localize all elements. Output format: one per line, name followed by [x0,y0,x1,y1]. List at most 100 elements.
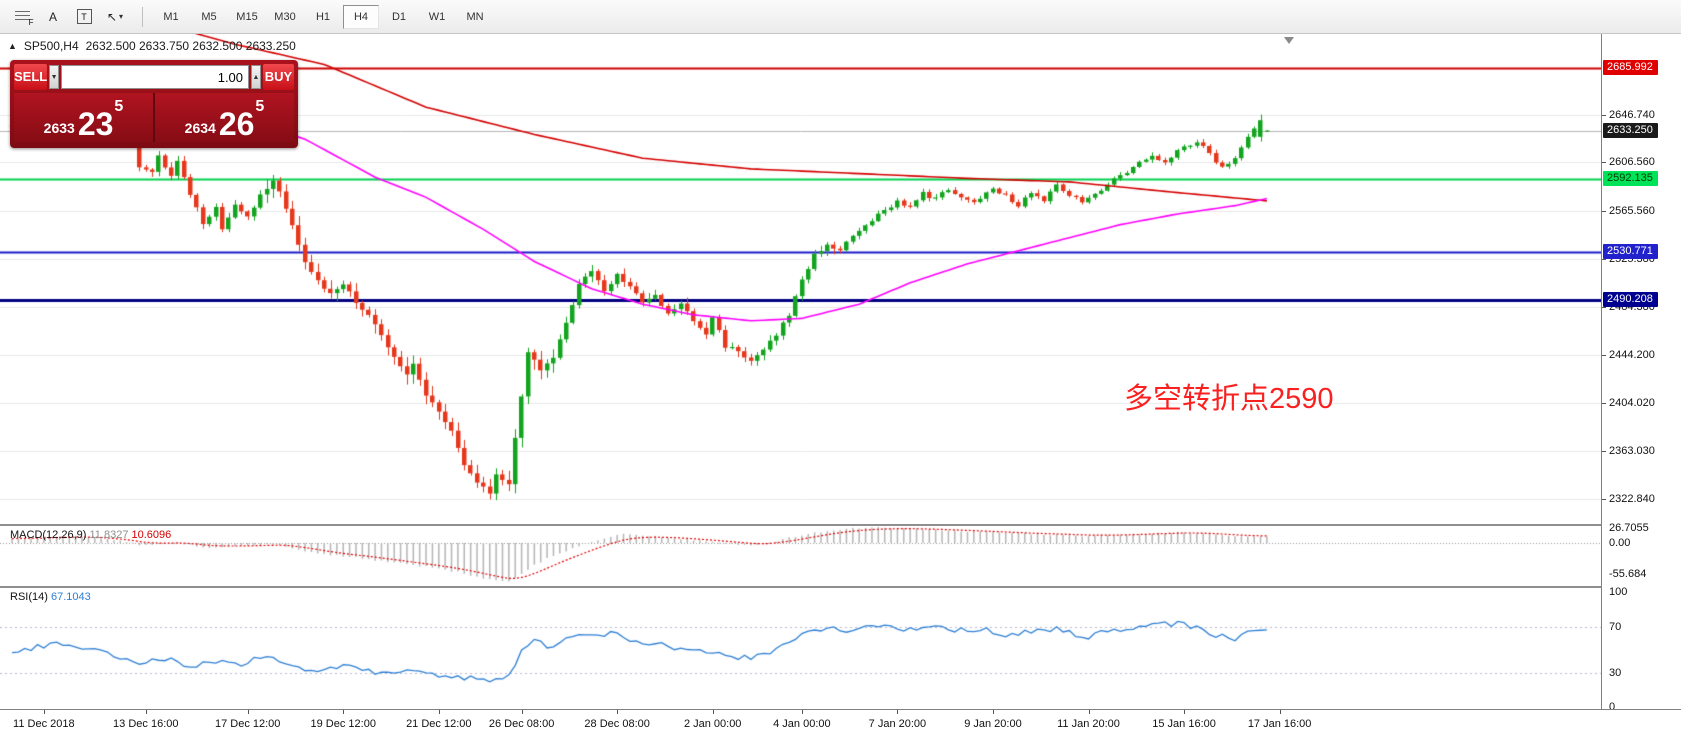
date-tick-mark [1280,710,1281,714]
price-tick-label: 2646.740 [1609,108,1655,121]
timeframe-m30[interactable]: M30 [274,10,296,23]
volume-increase-button[interactable]: ▲ [251,65,261,89]
price-tick-mark [1602,211,1606,212]
rsi-axis-label: 0 [1609,701,1616,713]
price-tick-mark [1602,259,1606,260]
rsi-pane-splitter[interactable] [0,586,1681,588]
date-label: 2 Jan 00:00 [683,718,742,730]
price-tick-mark [1602,403,1606,404]
rsi-indicator-label: RSI(14) 67.1043 [10,591,91,603]
sell-price-display[interactable]: 2633 23 5 [14,93,153,142]
date-label: 7 Jan 20:00 [868,718,927,730]
date-tick-mark [522,710,523,714]
date-tick-mark [993,710,994,714]
buy-price-prefix: 2634 [184,120,216,136]
volume-decrease-button[interactable]: ▼ [49,65,60,89]
trade-panel-controls: SELL ▼ ▲ BUY [14,64,294,90]
timeframe-m1[interactable]: M1 [163,10,179,23]
rsi-name: RSI(14) [10,591,48,603]
macd-axis-label: 0.00 [1609,537,1631,549]
time-axis[interactable]: 11 Dec 2018 13 Dec 16:00 17 Dec 12:00 19 De… [0,709,1681,734]
timeframe-group: M1 M5 M15 M30 H1 H4 D1 W1 MN [153,4,495,29]
arrows-tool-icon: ↖ [106,9,118,24]
toolbar: F A T ↖ ▾ M1 M5 M15 M30 H1 H4 D1 W1 MN [0,0,1681,34]
date-tick-mark [1089,710,1090,714]
date-tick-mark [802,710,803,714]
chart-ohlc: 2632.500 2633.750 2632.500 2633.250 [85,39,296,53]
macd-indicator-canvas[interactable] [0,526,1601,586]
date-tick-mark [897,710,898,714]
timeframe-m5[interactable]: M5 [201,10,217,23]
date-label: 19 Dec 12:00 [310,718,376,730]
buy-price-display[interactable]: 2634 26 5 [155,93,294,142]
date-label: 26 Dec 08:00 [488,718,555,730]
timeframe-m15[interactable]: M15 [236,10,258,23]
date-label: 4 Jan 00:00 [773,718,831,730]
sell-price-big: 23 [77,106,114,142]
price-tick-mark [1602,162,1606,163]
date-tick-mark [343,710,344,714]
one-click-collapse-icon[interactable]: ▲ [8,41,17,51]
price-tick-mark [1602,307,1606,308]
sell-button[interactable]: SELL [14,64,48,90]
text-tool-button[interactable]: T [70,4,98,30]
macd-pane-splitter[interactable] [0,524,1681,526]
price-tick-label: 2444.200 [1609,348,1655,361]
rsi-value: 67.1043 [50,591,91,603]
one-click-trading-panel: SELL ▼ ▲ BUY 2633 23 5 2634 26 5 [10,60,298,148]
price-tick-label: 2404.020 [1609,396,1655,409]
macd-axis-label: 26.7055 [1609,522,1649,535]
timeframe-mn[interactable]: MN [466,10,484,23]
price-badge: 2490.208 [1603,292,1658,308]
rsi-indicator-canvas[interactable] [0,588,1601,708]
fibonacci-tool-button[interactable]: F [8,4,36,30]
fibonacci-tool-icon: F [14,10,34,27]
price-tick-mark [1602,451,1606,452]
price-badge: 2685.992 [1603,59,1658,75]
price-tick-label: 2363.030 [1609,445,1655,458]
macd-indicator-label: MACD(12,26,9) 11.8327 10.6096 [10,529,171,541]
line-tools-group: F A T ↖ ▾ [8,4,132,30]
date-label: 21 Dec 12:00 [406,718,472,730]
date-tick-mark [439,710,440,714]
price-tick-mark [1602,499,1606,500]
macd-axis-label: -55.684 [1609,568,1647,581]
text-tool-icon: T [76,9,92,24]
price-axis[interactable]: 2646.7402606.5602565.5602525.3802484.380… [1601,34,1681,713]
rsi-axis-label: 100 [1609,586,1628,598]
date-label: 9 Jan 20:00 [964,718,1022,730]
price-badge: 2530.771 [1603,244,1658,260]
chart-window[interactable]: ▲ SP500,H4 2632.500 2633.750 2632.500 26… [0,34,1681,734]
toolbar-separator [142,6,143,27]
sell-price-prefix: 2633 [43,120,75,136]
chart-shift-marker-icon[interactable] [1284,37,1294,44]
price-tick-label: 2322.840 [1609,492,1655,505]
price-tick-mark [1602,115,1606,116]
price-tick-label: 2606.560 [1609,156,1655,169]
date-label: 17 Jan 16:00 [1247,718,1312,730]
date-tick-mark [713,710,714,714]
timeframe-h4[interactable]: H4 [343,4,379,29]
trade-panel-prices: 2633 23 5 2634 26 5 [14,93,294,142]
date-tick-mark [44,710,45,714]
date-label: 13 Dec 16:00 [113,718,179,730]
rsi-axis-label: 30 [1609,666,1622,679]
text-label-tool-icon: A [48,9,57,24]
arrows-tool-button[interactable]: ↖ ▾ [101,4,129,30]
macd-signal-value: 10.6096 [131,529,172,541]
date-label: 15 Jan 16:00 [1152,718,1216,730]
timeframe-h1[interactable]: H1 [315,10,331,23]
date-tick-mark [248,710,249,714]
buy-button[interactable]: BUY [262,64,294,90]
chart-header: ▲ SP500,H4 2632.500 2633.750 2632.500 26… [8,39,296,53]
timeframe-w1[interactable]: W1 [428,10,446,23]
date-tick-mark [617,710,618,714]
chart-symbol-period: SP500,H4 [23,39,79,53]
volume-input[interactable] [61,65,250,89]
date-label: 28 Dec 08:00 [584,718,650,730]
date-tick-mark [146,710,147,714]
date-tick-mark [1184,710,1185,714]
chevron-down-icon: ▾ [119,12,124,21]
timeframe-d1[interactable]: D1 [391,10,407,23]
text-label-tool-button[interactable]: A [39,4,67,30]
